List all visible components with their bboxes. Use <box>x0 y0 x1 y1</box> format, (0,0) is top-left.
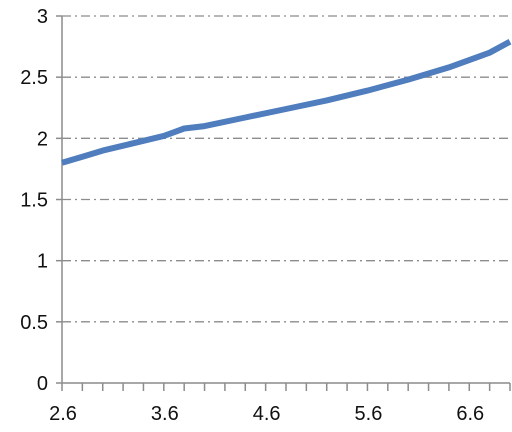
y-tick-label: 2 <box>37 128 48 150</box>
x-axis-tick-labels: 2.6 3.6 4.6 5.6 6.6 <box>49 403 484 425</box>
y-tick-label: 0 <box>37 373 48 395</box>
x-tick-label: 2.6 <box>49 403 77 425</box>
series-line-0 <box>61 39 512 166</box>
gridlines <box>62 15 510 323</box>
y-tick-label: 1.5 <box>20 190 48 212</box>
x-tick-label: 5.6 <box>355 403 383 425</box>
y-tick-label: 1 <box>37 251 48 273</box>
series-lines <box>61 39 512 166</box>
x-tick-label: 3.6 <box>151 403 179 425</box>
y-tick-label: 3 <box>37 6 48 28</box>
y-tick-label: 2.5 <box>20 67 48 89</box>
x-tick-label: 6.6 <box>456 403 484 425</box>
axes <box>56 15 511 391</box>
x-tick-label: 4.6 <box>253 403 281 425</box>
y-axis-tick-labels: 0 0.5 1 1.5 2 2.5 3 <box>20 6 48 395</box>
y-tick-label: 0.5 <box>20 312 48 334</box>
